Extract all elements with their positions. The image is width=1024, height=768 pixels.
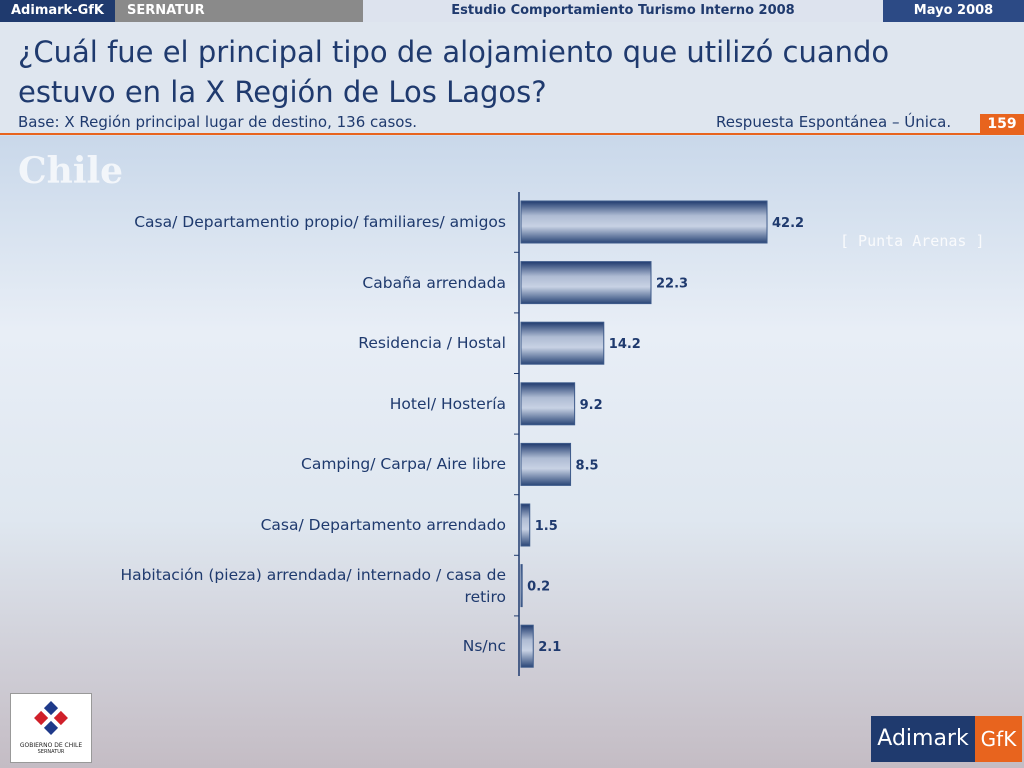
value-label: 42.2 [772,216,804,231]
background-place: [ Punta Arenas ] [840,232,985,250]
brand: Adimark-GfK [0,0,115,22]
category-label: Casa/ Departamento arrendado [260,516,506,534]
separator [0,133,1024,135]
bar [520,564,523,608]
value-label: 2.1 [538,640,561,655]
category-label: Ns/nc [462,637,506,656]
value-label: 14.2 [609,337,641,352]
category-label: Hotel/ Hostería [389,394,506,413]
value-label: 8.5 [576,458,599,473]
value-label: 1.5 [535,519,558,534]
bar [520,382,576,426]
logo-mark [34,701,68,735]
bar [520,503,531,547]
date: Mayo 2008 [883,0,1024,22]
bar [520,624,534,668]
study: Estudio Comportamiento Turismo Interno 2… [363,0,883,22]
company-logo: Adimark [871,716,975,762]
client: SERNATUR [115,0,363,22]
value-label: 9.2 [580,398,603,413]
title: ¿Cuál fue el principal tipo de alojamien… [18,35,890,109]
category-label: Camping/ Carpa/ Aire libre [301,455,506,474]
background-slogan: Chile [18,150,124,192]
agency-text: SERNATUR [37,749,65,755]
bar [520,321,605,365]
government-text: GOBIERNO DE CHILE [19,742,83,749]
bar [520,200,768,244]
category-label: Residencia / Hostal [358,334,506,353]
category-label: Habitación (pieza) arrendada/ internado … [120,565,506,606]
value-label: 0.2 [527,580,550,595]
partner-logo: GfK [975,716,1022,762]
value-label: 22.3 [656,277,688,292]
category-label: Cabaña arrendada [362,273,506,292]
category-label: Casa/ Departamentio propio/ familiares/ … [134,213,506,231]
bar [520,442,572,486]
government-logo: GOBIERNO DE CHILE SERNATUR [10,693,92,763]
note: Respuesta Espontánea – Única. [716,113,952,131]
page-number: 159 [980,114,1024,134]
base: Base: X Región principal lugar de destin… [18,113,418,131]
bar [520,261,652,305]
